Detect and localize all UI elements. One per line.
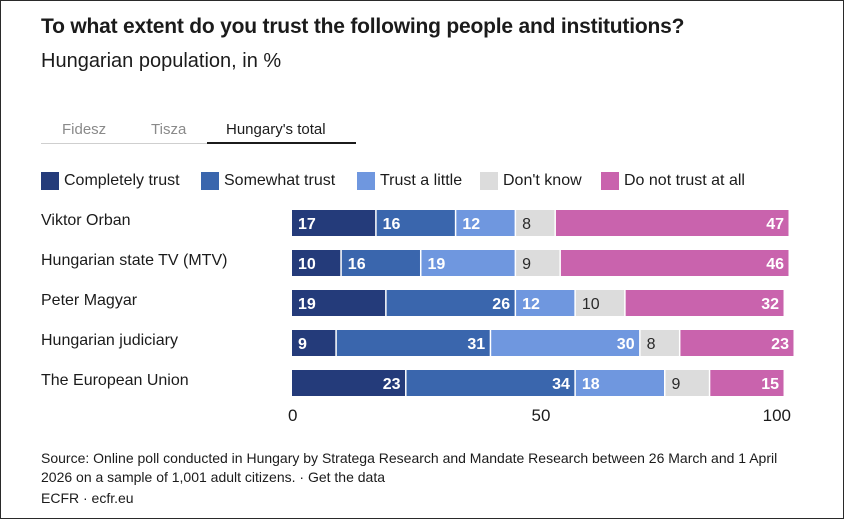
bar-the-european-union-do-not-trust-at-all <box>710 370 784 396</box>
credit-line: ECFR · ecfr.eu <box>41 490 134 506</box>
data-label-peter-magyar-do-not-trust-at-all: 32 <box>761 296 779 313</box>
row-label-european-union: The European Union <box>41 372 189 389</box>
data-label-viktor-orban-trust-a-little: 12 <box>462 216 480 233</box>
bar-hungarian-state-tv-mtv-somewhat-trust <box>341 250 420 276</box>
bar-peter-magyar-completely-trust <box>292 290 386 316</box>
stacked-bar-chart: 17 16 12 8 47 10 16 19 9 46 19 26 12 10 32 9 31 30 8 23 23 34… <box>288 210 794 425</box>
x-tick-label-100: 100 <box>763 406 791 425</box>
legend-label: Somewhat trust <box>224 172 336 189</box>
bar-the-european-union-somewhat-trust <box>406 370 575 396</box>
data-label-viktor-orban-do-not-trust-at-all: 47 <box>766 216 784 233</box>
data-label-peter-magyar-don-t-know: 10 <box>582 296 600 313</box>
x-tick-label-50: 50 <box>532 406 551 425</box>
legend-swatch-do-not-trust-at-all <box>601 172 619 190</box>
data-label-hungarian-state-tv-mtv-somewhat-trust: 16 <box>348 256 366 273</box>
row-label-hungarian-state-tv: Hungarian state TV (MTV) <box>41 252 228 269</box>
legend-swatch-somewhat-trust <box>201 172 219 190</box>
data-label-the-european-union-somewhat-trust: 34 <box>552 376 570 393</box>
data-label-hungarian-state-tv-mtv-trust-a-little: 19 <box>427 256 445 273</box>
data-label-hungarian-judiciary-somewhat-trust: 31 <box>467 336 485 353</box>
bar-the-european-union-trust-a-little <box>575 370 664 396</box>
bar-peter-magyar-do-not-trust-at-all <box>625 290 784 316</box>
bar-viktor-orban-somewhat-trust <box>376 210 455 236</box>
legend-swatch-dont-know <box>480 172 498 190</box>
bar-hungarian-state-tv-mtv-completely-trust <box>292 250 341 276</box>
data-label-hungarian-judiciary-completely-trust: 9 <box>298 336 307 353</box>
bar-hungarian-judiciary-somewhat-trust <box>336 330 490 356</box>
data-label-peter-magyar-completely-trust: 19 <box>298 296 316 313</box>
legend-swatch-completely-trust <box>41 172 59 190</box>
tab-bar: Fidesz Tisza Hungary's total <box>41 119 356 144</box>
bar-hungarian-judiciary-completely-trust <box>292 330 336 356</box>
tab-fidesz[interactable]: Fidesz <box>62 121 107 138</box>
data-label-hungarian-state-tv-mtv-don-t-know: 9 <box>522 256 531 273</box>
bar-peter-magyar-trust-a-little <box>516 290 575 316</box>
chart-subtitle: Hungarian population, in % <box>41 50 282 72</box>
bar-the-european-union-don-t-know <box>665 370 709 396</box>
x-tick-label-0: 0 <box>288 406 297 425</box>
data-label-the-european-union-do-not-trust-at-all: 15 <box>761 376 779 393</box>
bar-hungarian-state-tv-mtv-trust-a-little <box>421 250 515 276</box>
source-note: Source: Online poll conducted in Hungary… <box>41 450 778 485</box>
data-label-peter-magyar-somewhat-trust: 26 <box>492 296 510 313</box>
data-label-hungarian-state-tv-mtv-completely-trust: 10 <box>298 256 316 273</box>
row-label-viktor-orban: Viktor Orban <box>41 212 131 229</box>
active-tab-indicator <box>207 142 356 144</box>
legend-label: Completely trust <box>64 172 180 189</box>
legend-swatch-trust-a-little <box>357 172 375 190</box>
legend-label: Do not trust at all <box>624 172 745 189</box>
data-label-hungarian-state-tv-mtv-do-not-trust-at-all: 46 <box>766 256 784 273</box>
legend-label: Don't know <box>503 172 582 189</box>
bar-peter-magyar-somewhat-trust <box>386 290 515 316</box>
data-label-the-european-union-trust-a-little: 18 <box>582 376 600 393</box>
data-label-viktor-orban-somewhat-trust: 16 <box>383 216 401 233</box>
footer: Source: Online poll conducted in Hungary… <box>41 449 781 508</box>
legend-item-dont-know: Don't know <box>480 172 582 190</box>
data-label-viktor-orban-don-t-know: 8 <box>522 216 531 233</box>
legend-item-trust-a-little: Trust a little <box>357 172 462 190</box>
legend-item-do-not-trust-at-all: Do not trust at all <box>601 172 745 190</box>
tab-hungarys-total[interactable]: Hungary's total <box>226 121 326 138</box>
bar-viktor-orban-completely-trust <box>292 210 376 236</box>
chart-title: To what extent do you trust the followin… <box>41 15 685 38</box>
bar-peter-magyar-don-t-know <box>575 290 625 316</box>
data-label-hungarian-judiciary-don-t-know: 8 <box>647 336 656 353</box>
data-label-peter-magyar-trust-a-little: 12 <box>522 296 540 313</box>
tab-tisza[interactable]: Tisza <box>151 121 187 138</box>
bar-viktor-orban-do-not-trust-at-all <box>555 210 789 236</box>
data-label-the-european-union-completely-trust: 23 <box>383 376 401 393</box>
legend-item-somewhat-trust: Somewhat trust <box>201 172 335 190</box>
data-label-hungarian-judiciary-do-not-trust-at-all: 23 <box>771 336 789 353</box>
bar-hungarian-state-tv-mtv-do-not-trust-at-all <box>560 250 789 276</box>
data-label-viktor-orban-completely-trust: 17 <box>298 216 316 233</box>
row-label-peter-magyar: Peter Magyar <box>41 292 138 309</box>
data-label-the-european-union-don-t-know: 9 <box>672 376 681 393</box>
row-label-hungarian-judiciary: Hungarian judiciary <box>41 332 178 349</box>
legend-label: Trust a little <box>380 172 463 189</box>
bar-hungarian-judiciary-trust-a-little <box>491 330 640 356</box>
bar-hungarian-state-tv-mtv-don-t-know <box>516 250 560 276</box>
bar-hungarian-judiciary-don-t-know <box>640 330 679 356</box>
bar-viktor-orban-trust-a-little <box>456 210 515 236</box>
bar-hungarian-judiciary-do-not-trust-at-all <box>680 330 794 356</box>
bar-the-european-union-completely-trust <box>292 370 406 396</box>
legend-item-completely-trust: Completely trust <box>41 172 180 190</box>
bar-viktor-orban-don-t-know <box>516 210 555 236</box>
data-label-hungarian-judiciary-trust-a-little: 30 <box>617 336 635 353</box>
